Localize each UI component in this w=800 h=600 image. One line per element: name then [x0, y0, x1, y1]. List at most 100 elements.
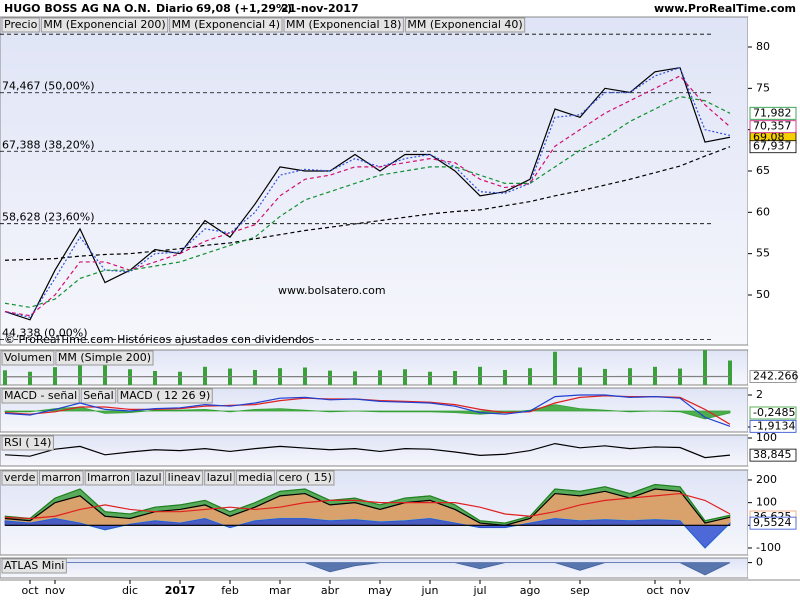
- legend-entry: MM (Exponencial 18): [286, 18, 401, 31]
- volume-bar: [503, 369, 507, 385]
- level-label: 74,467 (50,00%): [2, 80, 95, 93]
- legend-box: [1, 558, 67, 574]
- legend-box: [1, 17, 40, 33]
- volume-bar: [353, 371, 357, 385]
- note: © ProRealTime.com Históricos ajustados c…: [4, 333, 315, 346]
- volume-bar: [178, 371, 182, 385]
- legend-box: [1, 350, 55, 366]
- volume-bar: [428, 371, 432, 385]
- legend-box: [1, 470, 38, 486]
- last-value-box: [749, 370, 797, 383]
- legend-box: [204, 470, 235, 486]
- volume-bar: [103, 353, 107, 385]
- volume-bar: [378, 370, 382, 385]
- x-tick-label: mar: [269, 584, 291, 597]
- volume-bar: [28, 371, 32, 385]
- x-tick-label: feb: [221, 584, 239, 597]
- x-tick-label: abr: [321, 584, 340, 597]
- level-label: 44,338 (0,00%): [2, 327, 88, 340]
- watermark: www.bolsatero.com: [278, 284, 386, 297]
- volume-bar: [203, 366, 207, 385]
- y-tick-label: 50: [756, 288, 770, 301]
- last-value-box: [749, 140, 797, 154]
- last-value-label: 38,845: [753, 448, 792, 461]
- y-tick-label: 200: [756, 473, 777, 486]
- legend-entry: Precio: [4, 18, 38, 31]
- series-line: [4, 394, 731, 427]
- last-value-box: [749, 406, 797, 420]
- legend-entry: ATLAS Mini: [4, 559, 64, 572]
- series-area: [4, 404, 731, 420]
- site: www.ProRealTime.com: [654, 2, 796, 15]
- legend-box: [1, 435, 54, 451]
- volume-bar: [553, 351, 557, 385]
- series-line: [4, 146, 731, 261]
- legend-entry: MM (Exponencial 40): [407, 18, 522, 31]
- x-tick-label: 2017: [165, 584, 196, 597]
- y-tick-label: 2: [756, 388, 763, 401]
- x-tick-label: dic: [122, 584, 138, 597]
- volume-bar: [3, 370, 7, 385]
- volume-bar: [53, 367, 57, 385]
- legend-entry: lmarron: [87, 471, 130, 484]
- legend-box: [55, 350, 154, 366]
- legend-box: [84, 470, 133, 486]
- series-line: [4, 95, 731, 309]
- last-price: 69,08 (+1,29%): [196, 2, 292, 15]
- x-tick-label: nov: [45, 584, 66, 597]
- last-value-label: 71,982: [753, 106, 792, 119]
- legend-entry: lazul: [136, 471, 162, 484]
- volume-bar: [328, 370, 332, 385]
- volume-bar: [728, 360, 732, 385]
- volume-bar: [653, 366, 657, 385]
- last-value-label: -1,9134: [753, 419, 795, 432]
- last-value-label: 70,357: [753, 120, 792, 133]
- last-value-box: [749, 120, 797, 134]
- x-tick-label: jun: [421, 584, 439, 597]
- series-line: [4, 488, 731, 526]
- y-tick-label: 80: [756, 40, 770, 53]
- legend-entry: MM (Simple 200): [58, 351, 151, 364]
- legend-entry: lineav: [168, 471, 202, 484]
- y-tick-label: 100: [756, 431, 777, 444]
- legend-entry: verde: [4, 471, 36, 484]
- instrument-title: HUGO BOSS AG NA O.N.: [4, 2, 151, 15]
- x-tick-label: oct: [646, 584, 664, 597]
- y-tick-label: 0: [756, 556, 763, 569]
- legend-entry: cero ( 15): [279, 471, 332, 484]
- y-tick-label: 75: [756, 81, 770, 94]
- legend-entry: MM (Exponencial 4): [172, 18, 280, 31]
- last-value-box: [749, 106, 797, 120]
- legend-entry: media: [238, 471, 272, 484]
- y-tick-label: 65: [756, 164, 770, 177]
- legend-box: [38, 470, 84, 486]
- last-value-box: [749, 448, 797, 462]
- series-line: [4, 75, 731, 317]
- series-line: [4, 492, 731, 520]
- x-tick-label: oct: [21, 584, 39, 597]
- series-area: [5, 562, 731, 576]
- last-value-label: -0,2485: [753, 406, 795, 419]
- level-label: 67,388 (38,20%): [2, 138, 95, 151]
- volume-bar: [153, 371, 157, 385]
- x-tick-label: jul: [472, 584, 486, 597]
- last-value-label: 9,5524: [753, 516, 792, 529]
- legend-box: [404, 17, 526, 33]
- last-value-label: 242.266: [753, 370, 799, 383]
- last-value-label: 67,937: [753, 140, 792, 153]
- legend-entry: RSI ( 14): [4, 436, 51, 449]
- x-tick-label: ago: [520, 584, 541, 597]
- series-line: [4, 66, 731, 318]
- legend-box: [276, 470, 335, 486]
- last-value-label: 69,08: [753, 130, 785, 143]
- legend-entry: marron: [41, 471, 81, 484]
- legend-entry: lazul: [207, 471, 233, 484]
- series-area: [4, 518, 731, 549]
- x-tick-label: nov: [670, 584, 691, 597]
- period: Diario: [156, 2, 194, 15]
- y-tick-label: 100: [756, 496, 777, 509]
- volume-bar: [253, 369, 257, 385]
- legend-box: [1, 388, 80, 404]
- volume-bar: [703, 350, 707, 385]
